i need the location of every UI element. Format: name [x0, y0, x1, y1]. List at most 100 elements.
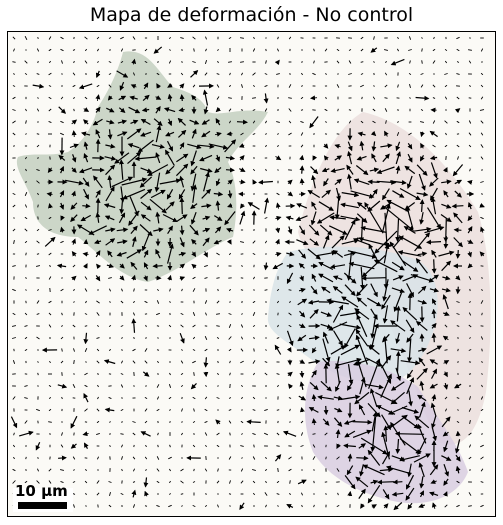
displacement-arrow	[25, 456, 27, 460]
displacement-arrow	[228, 61, 232, 63]
displacement-arrow	[105, 186, 115, 202]
displacement-arrow	[59, 165, 65, 174]
displacement-arrow	[384, 108, 388, 112]
displacement-arrow	[299, 359, 306, 364]
displacement-arrow	[456, 301, 460, 303]
displacement-arrow	[479, 109, 485, 111]
displacement-arrow	[71, 130, 77, 137]
displacement-arrow	[356, 155, 367, 161]
displacement-arrow	[339, 323, 362, 330]
displacement-arrow	[72, 84, 76, 88]
displacement-arrow	[241, 396, 243, 400]
displacement-arrow	[359, 140, 365, 151]
displacement-arrow	[167, 118, 173, 127]
displacement-arrow	[286, 251, 295, 257]
displacement-arrow	[179, 83, 185, 89]
displacement-arrow	[381, 294, 391, 310]
displacement-arrow	[165, 131, 175, 137]
displacement-arrow	[96, 337, 100, 339]
displacement-arrow	[402, 260, 419, 272]
displacement-arrow	[132, 337, 136, 339]
displacement-arrow	[384, 84, 388, 88]
displacement-arrow	[313, 480, 315, 484]
displacement-arrow	[114, 152, 130, 164]
displacement-arrow	[217, 60, 219, 64]
displacement-arrow	[178, 251, 187, 257]
displacement-arrow	[308, 224, 320, 236]
displacement-arrow	[481, 373, 483, 375]
displacement-arrow	[311, 174, 316, 189]
displacement-arrow	[277, 384, 279, 388]
displacement-arrow	[312, 456, 316, 460]
displacement-arrow	[413, 453, 431, 463]
displacement-arrow	[179, 175, 185, 188]
displacement-arrow	[321, 189, 331, 199]
displacement-arrow	[163, 107, 176, 113]
displacement-arrow	[202, 215, 211, 221]
displacement-arrow	[276, 288, 280, 292]
displacement-arrow	[264, 197, 270, 214]
displacement-arrows	[10, 35, 485, 511]
displacement-arrow	[241, 313, 243, 315]
displacement-arrow	[415, 95, 430, 101]
displacement-arrow	[367, 200, 381, 212]
displacement-arrow	[467, 215, 473, 222]
displacement-arrow	[72, 481, 76, 483]
displacement-arrow	[432, 48, 436, 52]
displacement-arrow	[96, 360, 100, 364]
displacement-arrow	[144, 48, 148, 52]
displacement-arrow	[443, 440, 449, 453]
displacement-arrow	[217, 385, 219, 387]
displacement-arrow	[264, 217, 268, 219]
displacement-arrow	[299, 275, 304, 282]
displacement-arrow	[48, 60, 52, 64]
displacement-arrow	[132, 421, 136, 423]
displacement-arrow	[353, 178, 370, 185]
displacement-arrow	[104, 215, 115, 221]
displacement-arrow	[265, 144, 267, 148]
displacement-arrow	[443, 478, 449, 486]
displacement-arrow	[348, 261, 375, 270]
displacement-arrow	[36, 168, 40, 172]
displacement-arrow	[359, 376, 366, 395]
displacement-arrow	[144, 456, 148, 460]
displacement-arrow	[204, 72, 208, 76]
displacement-arrow	[228, 252, 232, 256]
displacement-arrow	[316, 250, 337, 257]
displacement-arrow	[84, 60, 88, 64]
displacement-arrow	[69, 143, 79, 149]
displacement-arrow	[297, 479, 307, 485]
displacement-arrow	[371, 141, 377, 152]
displacement-arrow	[73, 348, 75, 352]
displacement-arrow	[169, 301, 171, 303]
displacement-arrow	[140, 118, 151, 126]
displacement-arrow	[24, 35, 28, 41]
displacement-arrow	[96, 312, 100, 316]
displacement-arrow	[480, 144, 484, 148]
displacement-arrow	[72, 72, 76, 76]
displacement-arrow	[310, 211, 317, 226]
displacement-arrow	[347, 250, 378, 259]
displacement-arrow	[190, 211, 197, 225]
displacement-arrow	[359, 84, 365, 88]
displacement-arrow	[48, 397, 52, 399]
displacement-arrow	[419, 155, 425, 162]
displacement-arrow	[48, 36, 52, 40]
displacement-arrow	[468, 132, 472, 136]
displacement-arrow	[85, 492, 87, 496]
displacement-arrow	[301, 504, 303, 508]
displacement-arrow	[228, 120, 232, 124]
displacement-arrow	[179, 263, 186, 269]
displacement-arrow	[406, 377, 415, 395]
displacement-arrow	[298, 323, 306, 328]
displacement-arrow	[480, 216, 484, 220]
displacement-arrow	[85, 505, 87, 507]
displacement-arrow	[126, 249, 143, 259]
displacement-arrow	[453, 237, 463, 248]
displacement-arrow	[169, 480, 171, 484]
displacement-arrow	[348, 60, 352, 64]
displacement-arrow	[289, 421, 291, 423]
displacement-arrow	[165, 165, 175, 175]
displacement-arrow	[390, 180, 407, 185]
displacement-arrow	[120, 325, 124, 327]
